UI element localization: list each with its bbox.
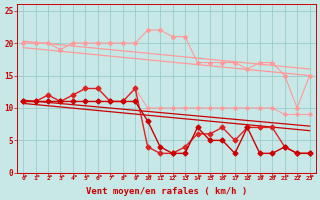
X-axis label: Vent moyen/en rafales ( km/h ): Vent moyen/en rafales ( km/h ) [86, 187, 247, 196]
